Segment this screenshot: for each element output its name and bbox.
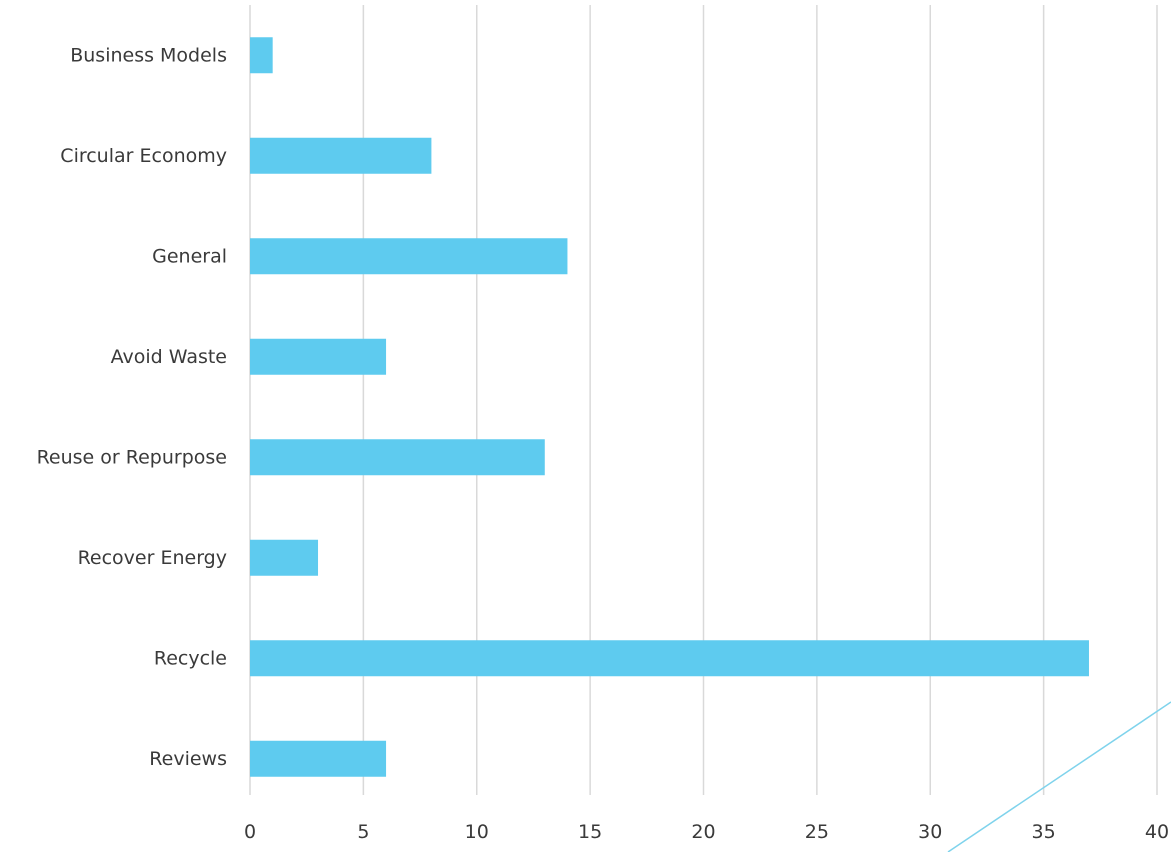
category-label-reuse-or-repurpose: Reuse or Repurpose [37,446,227,468]
bar-recover-energy [250,539,319,576]
x-tick-label-20: 20 [691,821,715,843]
bar-circular-economy [250,137,432,174]
x-tick-label-30: 30 [918,821,942,843]
x-tick-label-15: 15 [578,821,602,843]
bar-avoid-waste [250,338,387,375]
x-tick-labels: 0 5 10 15 20 25 30 35 40 [244,821,1169,843]
x-tick-label-5: 5 [357,821,369,843]
category-label-circular-economy: Circular Economy [60,145,227,167]
x-tick-label-25: 25 [805,821,829,843]
x-tick-label-0: 0 [244,821,256,843]
category-label-reviews: Reviews [149,748,227,770]
bar-general [250,238,568,275]
bar-reviews [250,740,387,777]
decorative-diagonal-line [947,701,1171,853]
bar-business-models [250,37,273,74]
gridlines [249,5,1158,795]
bar-reuse-or-repurpose [250,439,545,476]
bar-recycle [250,640,1089,677]
x-tick-label-40: 40 [1145,821,1169,843]
category-label-general: General [152,245,227,267]
bars [250,37,1089,777]
category-label-recycle: Recycle [154,647,227,669]
x-tick-label-10: 10 [465,821,489,843]
category-label-business-models: Business Models [70,44,227,66]
x-tick-label-35: 35 [1032,821,1056,843]
category-label-avoid-waste: Avoid Waste [111,346,227,368]
decorations [947,701,1171,853]
category-label-recover-energy: Recover Energy [78,547,227,569]
category-labels: Business Models Circular Economy General Av… [37,44,227,770]
